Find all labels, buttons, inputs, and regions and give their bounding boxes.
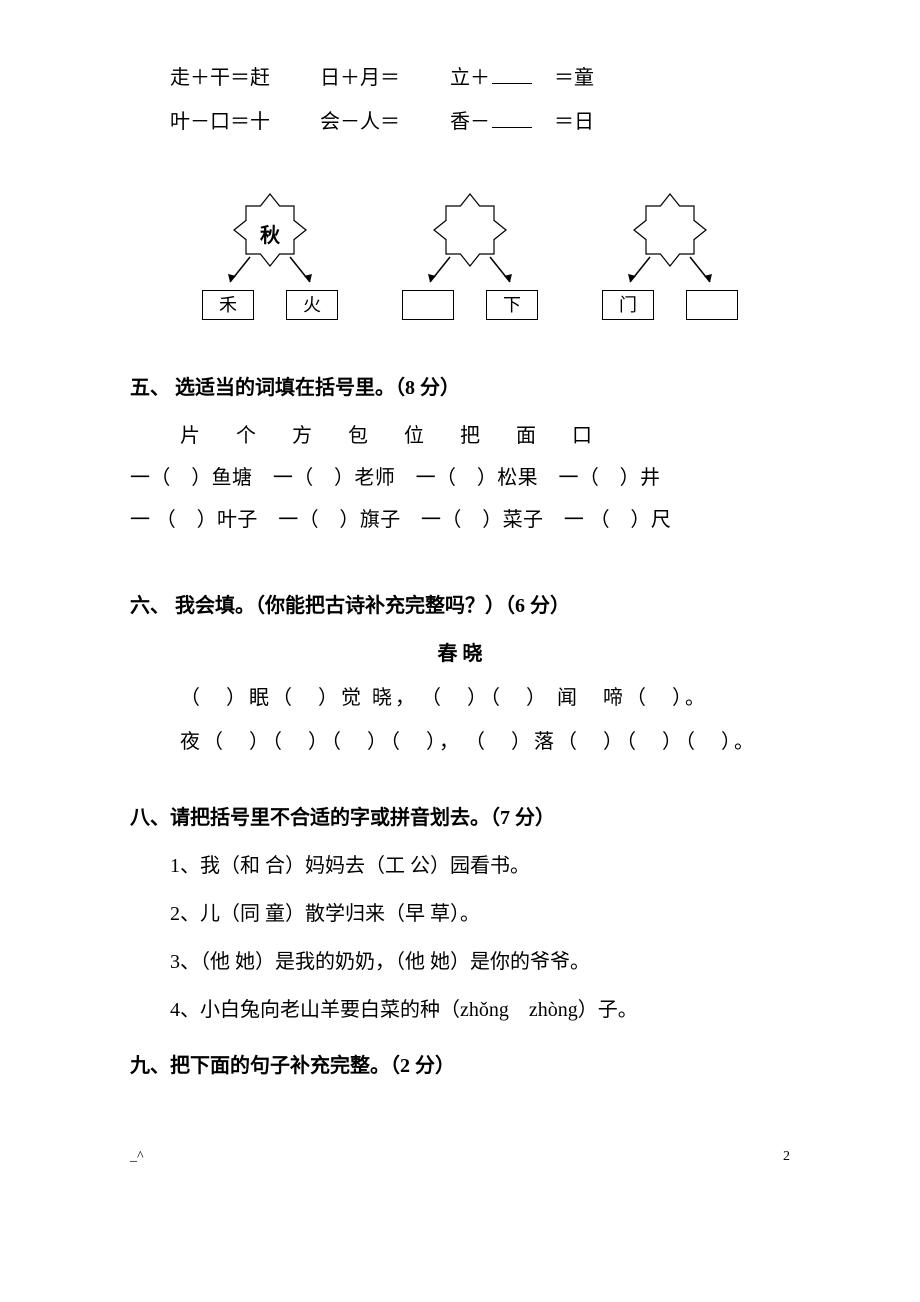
equation-row-2: 叶－口＝十 会－人＝ 香－ ＝日 <box>170 104 790 140</box>
sentence-3: 3、（他 她）是我的奶奶，（他 她）是你的爷爷。 <box>170 944 790 980</box>
word: 鱼塘 <box>212 467 253 489</box>
eq-right: ＝童 <box>554 67 594 89</box>
word: 叶子 <box>217 509 258 531</box>
box-right[interactable]: 下 <box>486 290 538 320</box>
word: 松果 <box>497 467 538 489</box>
box-right[interactable] <box>686 290 738 320</box>
arrow-right-icon <box>480 252 520 292</box>
page-number: 2 <box>783 1144 790 1169</box>
box-right[interactable]: 火 <box>286 290 338 320</box>
section-5-title: 五、 选适当的词填在括号里。（8 分） <box>130 370 790 406</box>
eq-right: ＝日 <box>554 111 594 133</box>
word: 井 <box>640 467 660 489</box>
equation-row-1: 走＋干＝赶 日＋月＝ 立＋ ＝童 <box>170 60 790 96</box>
diagram-2: 下 <box>390 190 550 330</box>
word-bank: 片 个 方 包 位 把 面 口 <box>180 418 790 454</box>
blank[interactable] <box>492 63 532 84</box>
star-label: 秋 <box>260 218 280 254</box>
footer-left: _^ <box>130 1144 144 1169</box>
blank[interactable] <box>492 107 532 128</box>
section-8-title: 八、请把括号里不合适的字或拼音划去。（7 分） <box>130 800 790 836</box>
fill-row-2: 一 （ ）叶子 一（ ）旗子 一（ ）菜子 一 （ ）尺 <box>130 502 790 538</box>
box-left[interactable]: 禾 <box>202 290 254 320</box>
section-9-title: 九、把下面的句子补充完整。（2 分） <box>130 1048 790 1084</box>
poem-line-2: 夜（ ）（ ）（ ）（ ）， （ ）落（ ）（ ）（ ）。 <box>180 724 790 760</box>
word: 老师 <box>354 467 395 489</box>
equation: 叶－口＝十 <box>170 104 270 140</box>
box-left[interactable]: 门 <box>602 290 654 320</box>
sentence-2: 2、儿（同 童）散学归来（早 草）。 <box>170 896 790 932</box>
diagram-3: 门 <box>590 190 750 330</box>
page-footer: _^ 2 <box>130 1144 790 1169</box>
fill-row-1: 一（ ）鱼塘 一（ ）老师 一（ ）松果 一（ ）井 <box>130 460 790 496</box>
sentence-1: 1、我（和 合）妈妈去（工 公）园看书。 <box>170 848 790 884</box>
equation: 香－ ＝日 <box>450 104 594 140</box>
equation: 会－人＝ <box>320 104 400 140</box>
poem-title: 春 晓 <box>130 636 790 672</box>
arrow-right-icon <box>280 252 320 292</box>
arrow-right-icon <box>680 252 720 292</box>
word: 尺 <box>651 509 671 531</box>
equation: 立＋ ＝童 <box>450 60 594 96</box>
diagram-1: 秋 禾 火 <box>190 190 350 330</box>
arrow-left-icon <box>420 252 460 292</box>
poem-line-1: （ ）眠（ ）觉 晓， （ ）（ ） 闻 啼（ ）。 <box>180 680 790 716</box>
word: 菜子 <box>503 509 544 531</box>
eq-left: 立＋ <box>450 67 490 89</box>
word: 旗子 <box>360 509 401 531</box>
decomposition-diagrams: 秋 禾 火 下 门 <box>190 190 790 330</box>
section-6-title: 六、 我会填。（你能把古诗补充完整吗？）（6 分） <box>130 588 790 624</box>
equation: 走＋干＝赶 <box>170 60 270 96</box>
sentence-4: 4、小白兔向老山羊要白菜的种（zhǒng zhòng）子。 <box>170 992 790 1028</box>
equation: 日＋月＝ <box>320 60 400 96</box>
eq-left: 香－ <box>450 111 490 133</box>
box-left[interactable] <box>402 290 454 320</box>
arrow-left-icon <box>220 252 260 292</box>
arrow-left-icon <box>620 252 660 292</box>
